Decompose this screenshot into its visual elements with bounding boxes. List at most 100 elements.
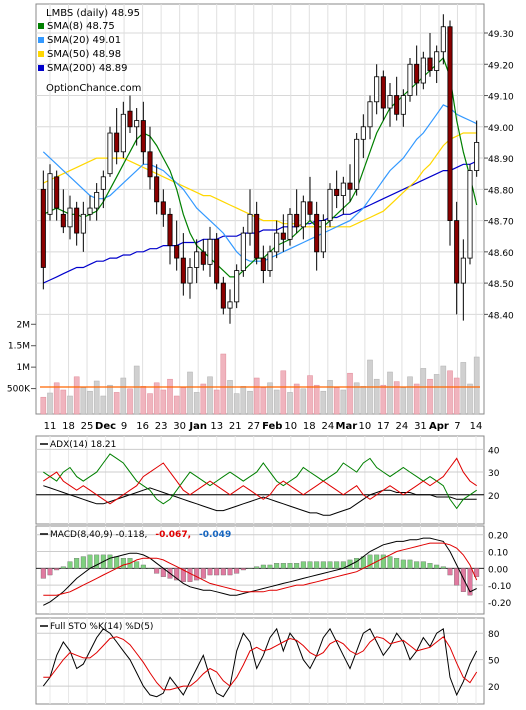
candle [160,189,166,227]
panel-title-text: Full STO %K(14) %D(5) [50,622,153,632]
macd-histogram-bar [434,564,440,569]
candle [427,33,433,77]
candle [254,201,260,265]
candle [167,208,173,265]
price-tick-label: 49.00 [488,124,514,134]
candle [207,226,213,277]
signal-line [43,542,478,596]
candle [194,239,200,284]
volume-bar [320,390,327,415]
candle [354,133,360,196]
candle-body [167,213,173,246]
legend-label: SMA(200) 48.89 [47,63,128,74]
macd-histogram-bar [67,561,73,569]
x-tick-label: Dec [95,421,116,432]
macd-histogram-bar [187,568,193,582]
legend-label: SMA(8) 48.75 [47,21,115,32]
candle-body [307,201,313,215]
candle-body [54,176,60,209]
macd-histogram-bar [40,568,46,579]
candle-body [400,95,406,115]
volume-bar [140,386,147,415]
candle [474,120,480,177]
candle [200,239,206,271]
candle [394,76,400,121]
candle-body [247,213,253,234]
candle [300,195,306,240]
macd-histogram-bar [354,558,360,569]
volume-bar [300,388,307,415]
x-tick-label: Apr [429,421,449,432]
macd-histogram-bar [367,554,373,569]
legend-swatch [38,23,44,29]
volume-bar [280,370,287,415]
candle [400,89,406,127]
volume-bar [193,392,200,415]
panel-tick-label: 30 [488,469,500,479]
d-line [43,636,478,691]
price-tick-label: 49.30 [488,30,514,40]
volume-bar [333,387,340,415]
volume-bar [347,372,353,415]
volume-bar [47,392,53,415]
x-tick-label: 23 [155,421,168,432]
panel-title-value: -0.067, [155,530,191,540]
candle-body [254,213,260,259]
volume-tick-label: 1.5M [8,342,30,352]
candle [360,114,366,159]
macd-histogram-bar [327,561,333,569]
candle [287,208,293,246]
volume-bar [373,378,380,415]
x-tick-label: 30 [173,421,186,432]
x-tick-label: 31 [414,421,427,432]
volume-bar [453,377,460,415]
candle-body [360,126,366,140]
volume-tick-label: 2M [17,320,31,330]
macd-histogram-bar [180,568,186,582]
candle [440,14,446,65]
candle-body [447,26,453,221]
macd-histogram-bar [280,563,286,569]
volume-bar [227,380,233,415]
candle-body [274,232,280,253]
volume-bar [467,383,473,415]
candle [434,45,440,84]
macd-histogram-bar [400,559,406,569]
macd-histogram-bar [240,568,246,571]
volume-bar [80,387,87,415]
legend-label: SMA(20) 49.01 [47,35,121,46]
candle-body [394,95,400,115]
candle [187,258,193,299]
macd-histogram-bar [380,554,386,569]
volume-bar [287,392,293,415]
candle-body [200,251,206,265]
volume-bar [340,389,347,415]
volume-bar [213,389,220,415]
panel-tick-label: 50 [488,657,500,667]
candle [327,183,333,227]
volume-bar [253,377,260,415]
candle-body [234,270,240,303]
macd-histogram-bar [80,556,86,569]
candle-body [47,173,53,215]
x-tick-label: 21 [229,421,242,432]
volume-bar [167,378,173,415]
volume-bar [393,381,400,415]
candle [387,83,393,127]
panel-tick-label: 0.00 [488,565,508,575]
x-tick-label: 18 [62,421,75,432]
macd-histogram-bar [294,563,300,569]
panel-tick-label: 0.20 [488,532,508,542]
price-tick-label: 48.40 [488,311,514,321]
price-tick-label: 48.70 [488,218,514,228]
candle [454,201,460,315]
candle-body [147,151,153,178]
candle [154,164,160,215]
candle-body [380,76,386,109]
panel-title-main: ADX(14) 18.21 [50,440,116,450]
candle [460,239,466,321]
candle-body [154,176,160,203]
legend-label: SMA(50) 48.98 [47,49,121,60]
sma200-line [43,160,477,284]
